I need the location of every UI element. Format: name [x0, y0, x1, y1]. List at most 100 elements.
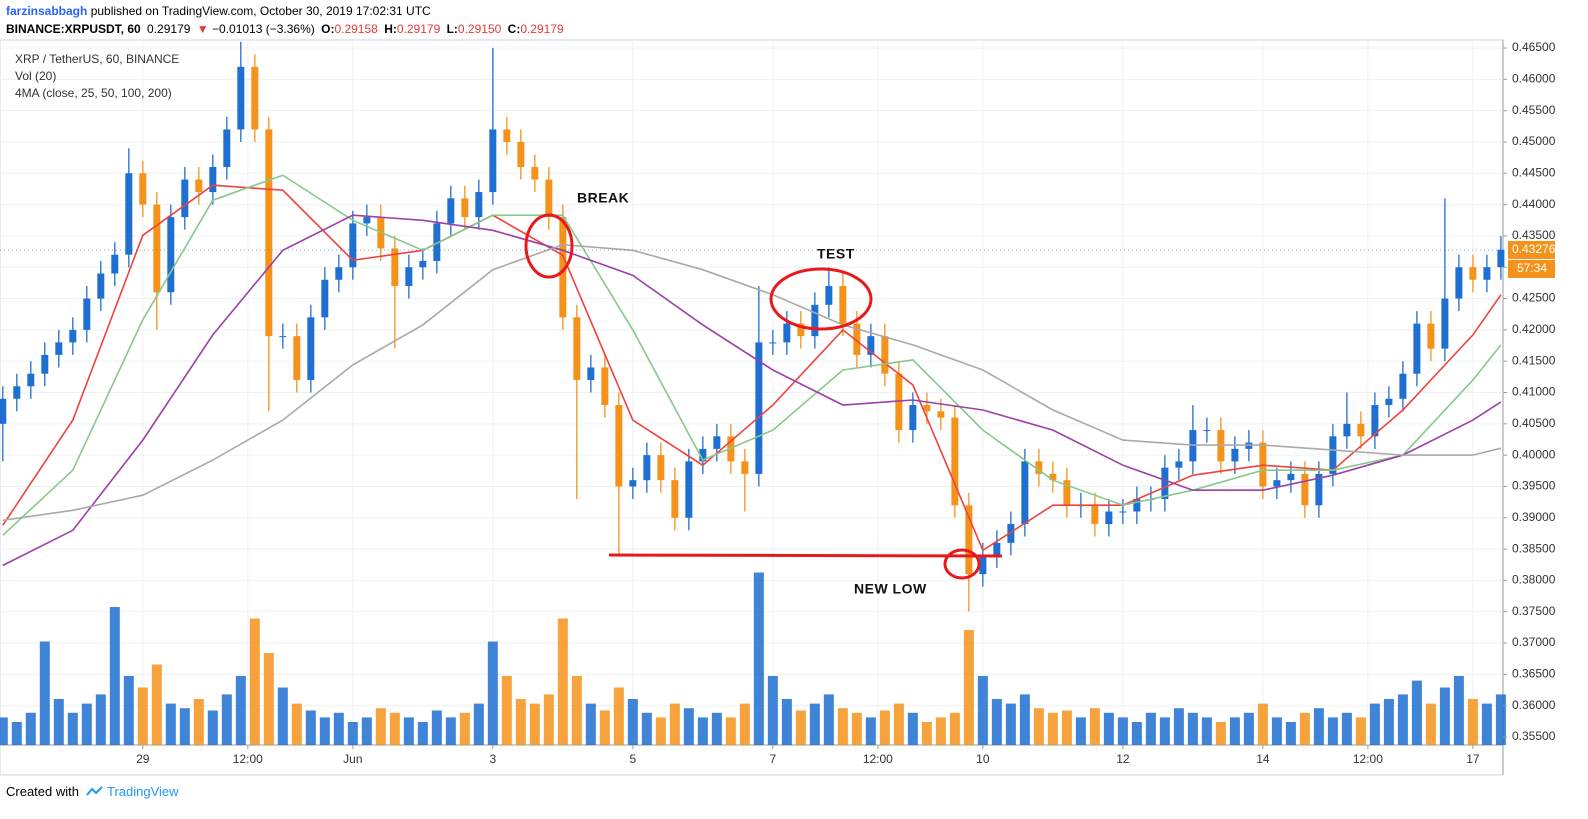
candle-body: [265, 129, 273, 337]
volume-bar: [179, 708, 190, 745]
candle-body: [1427, 323, 1435, 349]
volume-bar: [53, 699, 64, 745]
candle-body: [27, 373, 35, 387]
candle-body: [1357, 423, 1365, 437]
candle-body: [1203, 430, 1211, 432]
countdown: 57:34: [1517, 261, 1547, 275]
c-label: C:: [507, 22, 521, 36]
candle-body: [923, 405, 931, 412]
candle-body: [41, 354, 49, 374]
break-circle: [524, 213, 574, 279]
volume-bar: [0, 717, 8, 745]
candle-body: [363, 217, 371, 224]
volume-bar: [473, 703, 484, 745]
candle-body: [209, 167, 217, 193]
candle-body: [97, 273, 105, 299]
legend-title: XRP / TetherUS, 60, BINANCE: [15, 52, 179, 66]
volume-bar: [893, 703, 904, 745]
candle-body: [433, 223, 441, 261]
y-tick-label: 0.37500: [1512, 604, 1556, 618]
candle-body: [279, 336, 287, 338]
volume-bar: [1089, 708, 1100, 745]
candle-body: [69, 329, 77, 343]
candle-body: [503, 129, 511, 142]
annotation: NEW LOW: [854, 581, 927, 597]
candle-body: [195, 179, 203, 193]
volume-bar: [739, 703, 750, 745]
candle-body: [699, 448, 707, 462]
candle-body: [307, 317, 315, 380]
candle-body: [937, 411, 945, 418]
volume-bar: [67, 712, 78, 745]
volume-bar: [1299, 712, 1310, 745]
volume-bar: [571, 676, 582, 745]
candle-body: [811, 304, 819, 337]
volume-bar: [1467, 699, 1478, 745]
volume-bar: [1411, 680, 1422, 745]
volume-bar: [767, 676, 778, 745]
volume-bar: [613, 687, 624, 745]
o-label: O:: [321, 22, 335, 36]
y-tick-label: 0.45500: [1512, 103, 1556, 117]
axes: 0.35500 0.36000 0.36500 0.37000 0.37500 0.380…: [136, 40, 1556, 766]
x-tick-label: 14: [1256, 752, 1270, 766]
volume-bar: [333, 712, 344, 745]
candle-body: [685, 461, 693, 518]
y-tick-label: 0.38000: [1512, 573, 1556, 587]
candle-body: [349, 223, 357, 268]
author[interactable]: farzinsabbagh: [6, 4, 88, 18]
volume-bar: [403, 717, 414, 745]
footer: Created with TradingView: [6, 784, 182, 799]
h-label: H:: [384, 22, 397, 36]
x-tick-label: 7: [770, 752, 777, 766]
volume-bar: [1355, 717, 1366, 745]
legend-volume: Vol (20): [15, 69, 56, 83]
candle-body: [531, 167, 539, 180]
volume-bar: [1327, 717, 1338, 745]
candle-body: [461, 198, 469, 218]
annotation: TEST: [817, 246, 855, 262]
volume-bar: [669, 703, 680, 745]
volume-bar: [1201, 717, 1212, 745]
candle-body: [1399, 373, 1407, 399]
volume-bar: [249, 618, 260, 745]
volume-bar: [1369, 703, 1380, 745]
candle-body: [405, 267, 413, 287]
volume-bar: [319, 717, 330, 745]
candle-body: [965, 505, 973, 575]
y-tick-label: 0.38500: [1512, 541, 1556, 555]
volume-bar: [1215, 722, 1226, 745]
x-tick-label: 5: [629, 752, 636, 766]
candle-body: [867, 336, 875, 355]
volume-bar: [1047, 712, 1058, 745]
candle-body: [993, 542, 1001, 556]
candle-body: [251, 66, 259, 130]
tv-logo: [85, 786, 103, 796]
volume-bar: [655, 717, 666, 745]
symbol: BINANCE:XRPUSDT, 60: [6, 22, 141, 36]
candle-body: [1413, 323, 1421, 374]
volume-bar: [39, 641, 50, 745]
volume-bar: [991, 699, 1002, 745]
candle-body: [139, 173, 147, 205]
candle-body: [1161, 467, 1169, 499]
volume-bar: [165, 703, 176, 745]
candle-body: [1035, 461, 1043, 474]
volume-bar: [1173, 708, 1184, 745]
volume-bar: [277, 687, 288, 745]
volume-bar: [501, 676, 512, 745]
candle-body: [601, 367, 609, 406]
volume-bar: [683, 708, 694, 745]
candle-body: [1119, 511, 1127, 513]
volume-bar: [1159, 717, 1170, 745]
volume-bar: [11, 722, 22, 745]
candle-body: [181, 179, 189, 218]
volume-bar: [193, 699, 204, 745]
chart: 0.35500 0.36000 0.36500 0.37000 0.37500 0.380…: [0, 39, 1556, 776]
brand[interactable]: TradingView: [107, 784, 179, 799]
ma-line: [2, 184, 1502, 552]
y-tick-label: 0.36000: [1512, 698, 1556, 712]
candle-body: [1315, 473, 1323, 506]
candle-body: [909, 405, 917, 431]
candle-body: [1007, 524, 1015, 543]
